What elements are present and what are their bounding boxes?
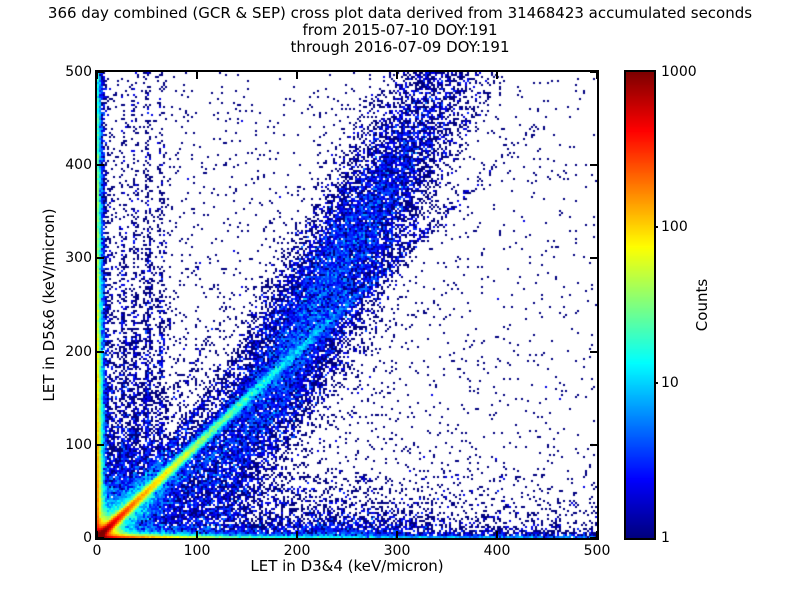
x-tick-label: 100: [183, 543, 211, 559]
y-tick-label: 100: [65, 436, 92, 453]
y-tick: [97, 350, 104, 353]
y-tick: [97, 71, 104, 73]
x-tick-label: 0: [92, 543, 102, 559]
x-tick-label: 200: [283, 543, 311, 559]
colorbar-tick-label: 1000: [661, 64, 697, 80]
x-tick: [296, 531, 298, 538]
plot-title: 366 day combined (GCR & SEP) cross plot …: [47, 4, 753, 22]
x-tick: [196, 531, 198, 538]
plot-subtitle-through: through 2016-07-09 DOY:191: [290, 38, 510, 56]
y-tick: [97, 257, 104, 260]
y-tick-right: [590, 164, 597, 167]
colorbar-tick-label: 100: [661, 219, 688, 236]
x-tick-top: [196, 72, 198, 79]
y-tick-right: [590, 537, 597, 539]
colorbar-tick-label: 10: [661, 374, 679, 391]
y-tick: [97, 537, 104, 539]
x-tick: [496, 531, 498, 538]
x-tick: [96, 531, 98, 538]
colorbar-label: Counts: [693, 278, 711, 332]
y-tick-label: 0: [83, 530, 92, 546]
colorbar-gradient-canvas: [626, 72, 654, 538]
x-tick-label: 500: [583, 543, 611, 559]
colorbar-tick-label: 1: [661, 530, 670, 546]
y-tick-right: [590, 443, 597, 446]
y-tick: [97, 443, 104, 446]
x-tick-top: [496, 72, 498, 79]
y-axis-label: LET in D5&6 (keV/micron): [40, 208, 58, 402]
x-tick: [396, 531, 398, 538]
y-tick-right: [590, 257, 597, 260]
x-tick-label: 400: [483, 543, 511, 559]
y-tick-label: 200: [65, 343, 92, 360]
x-tick-top: [396, 72, 398, 79]
plot-subtitle-from: from 2015-07-10 DOY:191: [302, 21, 498, 39]
x-tick-label: 300: [383, 543, 411, 559]
y-tick-right: [590, 71, 597, 73]
y-tick-label: 500: [65, 64, 92, 80]
x-tick-top: [596, 72, 598, 79]
x-tick-top: [296, 72, 298, 79]
density-heatmap-canvas: [97, 72, 597, 538]
x-tick-top: [96, 72, 98, 79]
y-tick-right: [590, 350, 597, 353]
x-axis-label: LET in D3&4 (keV/micron): [250, 557, 444, 575]
y-tick-label: 300: [65, 250, 92, 267]
x-tick: [596, 531, 598, 538]
y-tick: [97, 164, 104, 167]
y-tick-label: 400: [65, 157, 92, 174]
